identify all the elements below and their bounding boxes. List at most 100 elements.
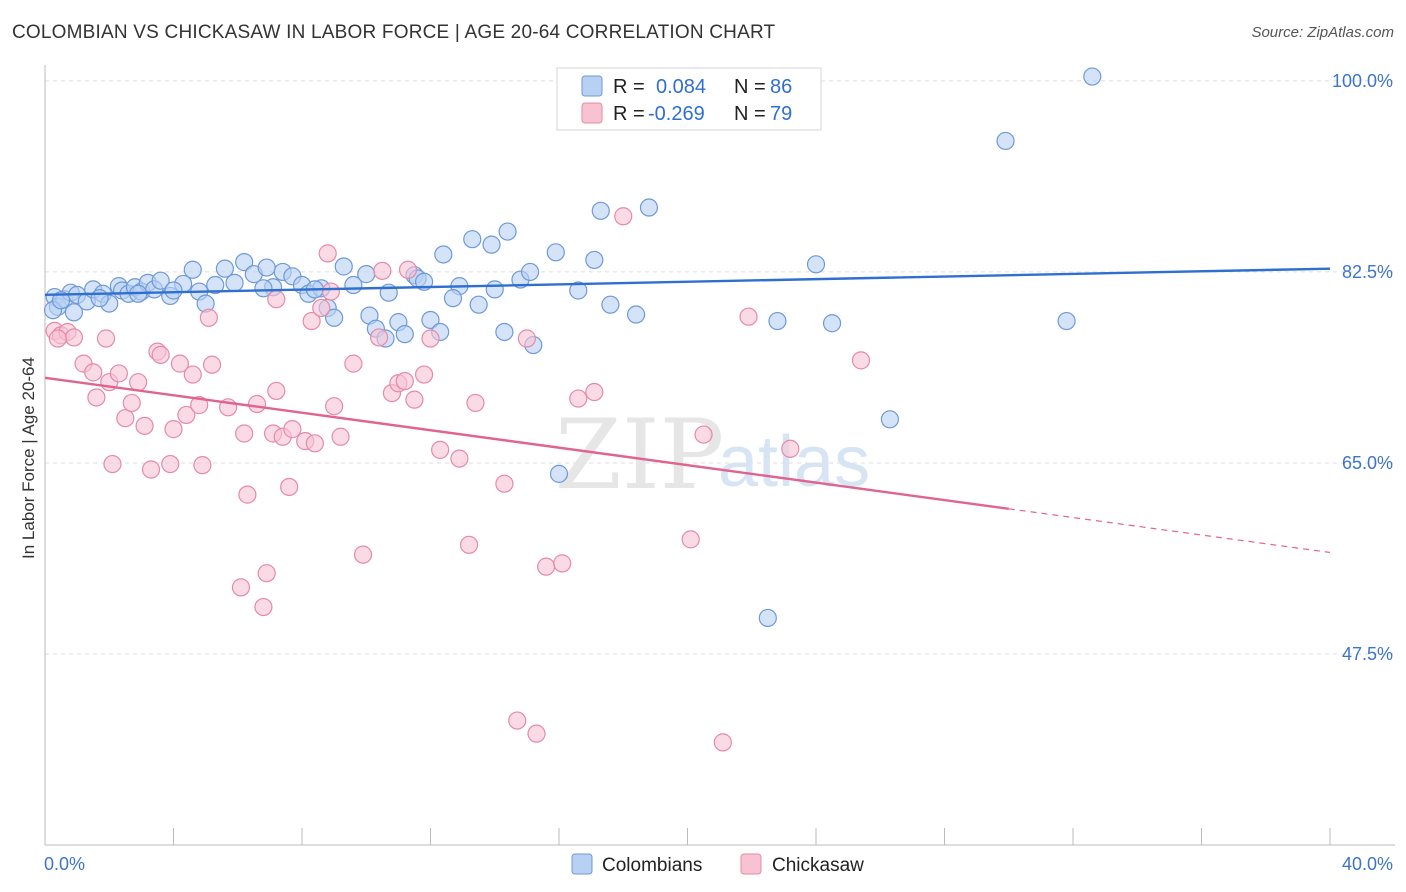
colombians-point-72: [996, 131, 1015, 151]
bottom-legend-colombians: Colombians: [602, 855, 702, 876]
chickasaw-point-35: [267, 381, 286, 401]
watermark: ZIP atlas: [555, 399, 870, 511]
chickasaw-point-7: [96, 329, 116, 348]
colombians-point-71: [880, 410, 899, 429]
colombians-point-54: [495, 322, 514, 342]
chickasaw-point-65: [517, 329, 536, 348]
chickasaw-point-70: [585, 382, 604, 402]
colombians-point-24: [225, 273, 244, 292]
chickasaw-point-31: [247, 394, 267, 414]
chickasaw-point-19: [164, 420, 183, 439]
chickasaw-point-66: [527, 724, 546, 743]
chickasaw-point-28: [231, 578, 251, 597]
chickasaw-point-67: [537, 557, 556, 576]
colombians-point-70: [822, 314, 842, 333]
colombians-point-66: [639, 198, 659, 217]
colombians-point-62: [585, 250, 604, 270]
chickasaw-point-32: [254, 597, 273, 617]
chickasaw-point-58: [421, 329, 440, 348]
colombians-point-22: [206, 275, 225, 295]
chickasaw-point-51: [373, 261, 392, 280]
colombians-point-81: [254, 279, 273, 298]
colombians-point-67: [758, 608, 777, 628]
colombians-point-27: [257, 258, 276, 277]
chickasaw-points: [45, 207, 871, 752]
chickasaw-point-43: [312, 298, 331, 318]
chart-title: COLOMBIAN VS CHICKASAW IN LABOR FORCE | …: [12, 22, 776, 43]
colombians-point-51: [463, 230, 482, 249]
chickasaw-point-61: [459, 535, 479, 554]
chickasaw-point-39: [283, 420, 302, 439]
chickasaw-point-68: [553, 554, 572, 573]
x-tick-label-max: 40.0%: [1342, 854, 1393, 874]
colombians-point-49: [434, 245, 453, 264]
chickasaw-point-45: [321, 282, 341, 301]
chickasaw-point-56: [405, 390, 424, 409]
colombians-point-25: [235, 253, 254, 272]
chickasaw-trend-line: [44, 376, 1009, 510]
legend-blue-n-label: N =: [734, 76, 766, 98]
colombians-point-84: [443, 289, 463, 308]
source-label: Source: ZipAtlas.com: [1251, 24, 1394, 41]
chickasaw-point-47: [331, 427, 350, 446]
series-legend: Colombians Chickasaw: [571, 853, 864, 876]
colombians-point-47: [421, 310, 440, 330]
grid-lines: [45, 80, 1395, 655]
chickasaw-point-18: [161, 454, 180, 474]
chickasaw-point-25: [199, 308, 218, 327]
colombians-point-69: [806, 255, 826, 274]
chickasaw-point-74: [713, 733, 732, 752]
tick-labels: 47.5% 65.0% 82.5% 100.0% 0.0% 40.0%: [44, 71, 1393, 874]
chickasaw-point-75: [739, 307, 758, 326]
y-tick-label-0: 47.5%: [1342, 644, 1393, 664]
colombians-point-43: [395, 325, 414, 344]
chickasaw-point-64: [508, 711, 527, 730]
colombians-points: [43, 67, 1102, 628]
chickasaw-point-50: [370, 328, 389, 347]
legend-pink-r-value: -0.269: [648, 103, 705, 125]
colombians-point-53: [482, 235, 501, 254]
legend-blue-n-value: 86: [770, 76, 792, 98]
colombians-point-36: [334, 257, 353, 276]
legend-blue-swatch: [581, 75, 603, 97]
bottom-legend-blue-swatch: [571, 853, 593, 875]
chickasaw-point-33: [257, 564, 276, 583]
colombians-trend-line: [44, 267, 1331, 297]
chickasaw-point-10: [109, 364, 128, 383]
colombians-point-52: [469, 295, 488, 314]
chickasaw-point-41: [302, 311, 321, 331]
legend-pink-r-label: R =: [613, 103, 645, 125]
y-tick-label-1: 65.0%: [1342, 453, 1393, 473]
legend-pink-swatch: [581, 102, 603, 124]
chickasaw-point-14: [135, 416, 154, 435]
colombians-point-59: [546, 243, 565, 262]
chickasaw-point-11: [116, 409, 135, 428]
colombians-point-65: [626, 305, 646, 324]
y-axis-title: In Labor Force | Age 20-64: [19, 357, 38, 559]
colombians-point-55: [498, 222, 517, 241]
legend-blue-r-value: 0.084: [656, 76, 706, 98]
colombians-point-35: [325, 308, 344, 327]
chickasaw-point-73: [694, 425, 713, 444]
chickasaw-point-3: [64, 328, 84, 347]
chickasaw-point-72: [681, 530, 700, 549]
chickasaw-point-36: [267, 290, 286, 309]
legend-pink-n-value: 79: [770, 103, 792, 125]
chickasaw-point-6: [87, 388, 106, 407]
colombians-point-19: [183, 260, 202, 279]
y-tick-label-3: 100.0%: [1332, 71, 1393, 91]
colombians-point-57: [520, 262, 540, 282]
legend-pink-n-label: N =: [734, 103, 766, 125]
chickasaw-point-38: [280, 477, 299, 497]
colombians-point-80: [164, 281, 183, 300]
chickasaw-trend-extension: [1008, 508, 1331, 554]
chickasaw-point-49: [353, 545, 373, 564]
colombians-point-61: [569, 281, 588, 300]
x-tick-label-min: 0.0%: [44, 854, 85, 874]
colombians-point-73: [1057, 311, 1076, 331]
chickasaw-point-5: [84, 363, 103, 382]
axes: [44, 65, 1395, 846]
chickasaw-point-23: [190, 396, 209, 415]
chickasaw-point-54: [395, 371, 414, 391]
